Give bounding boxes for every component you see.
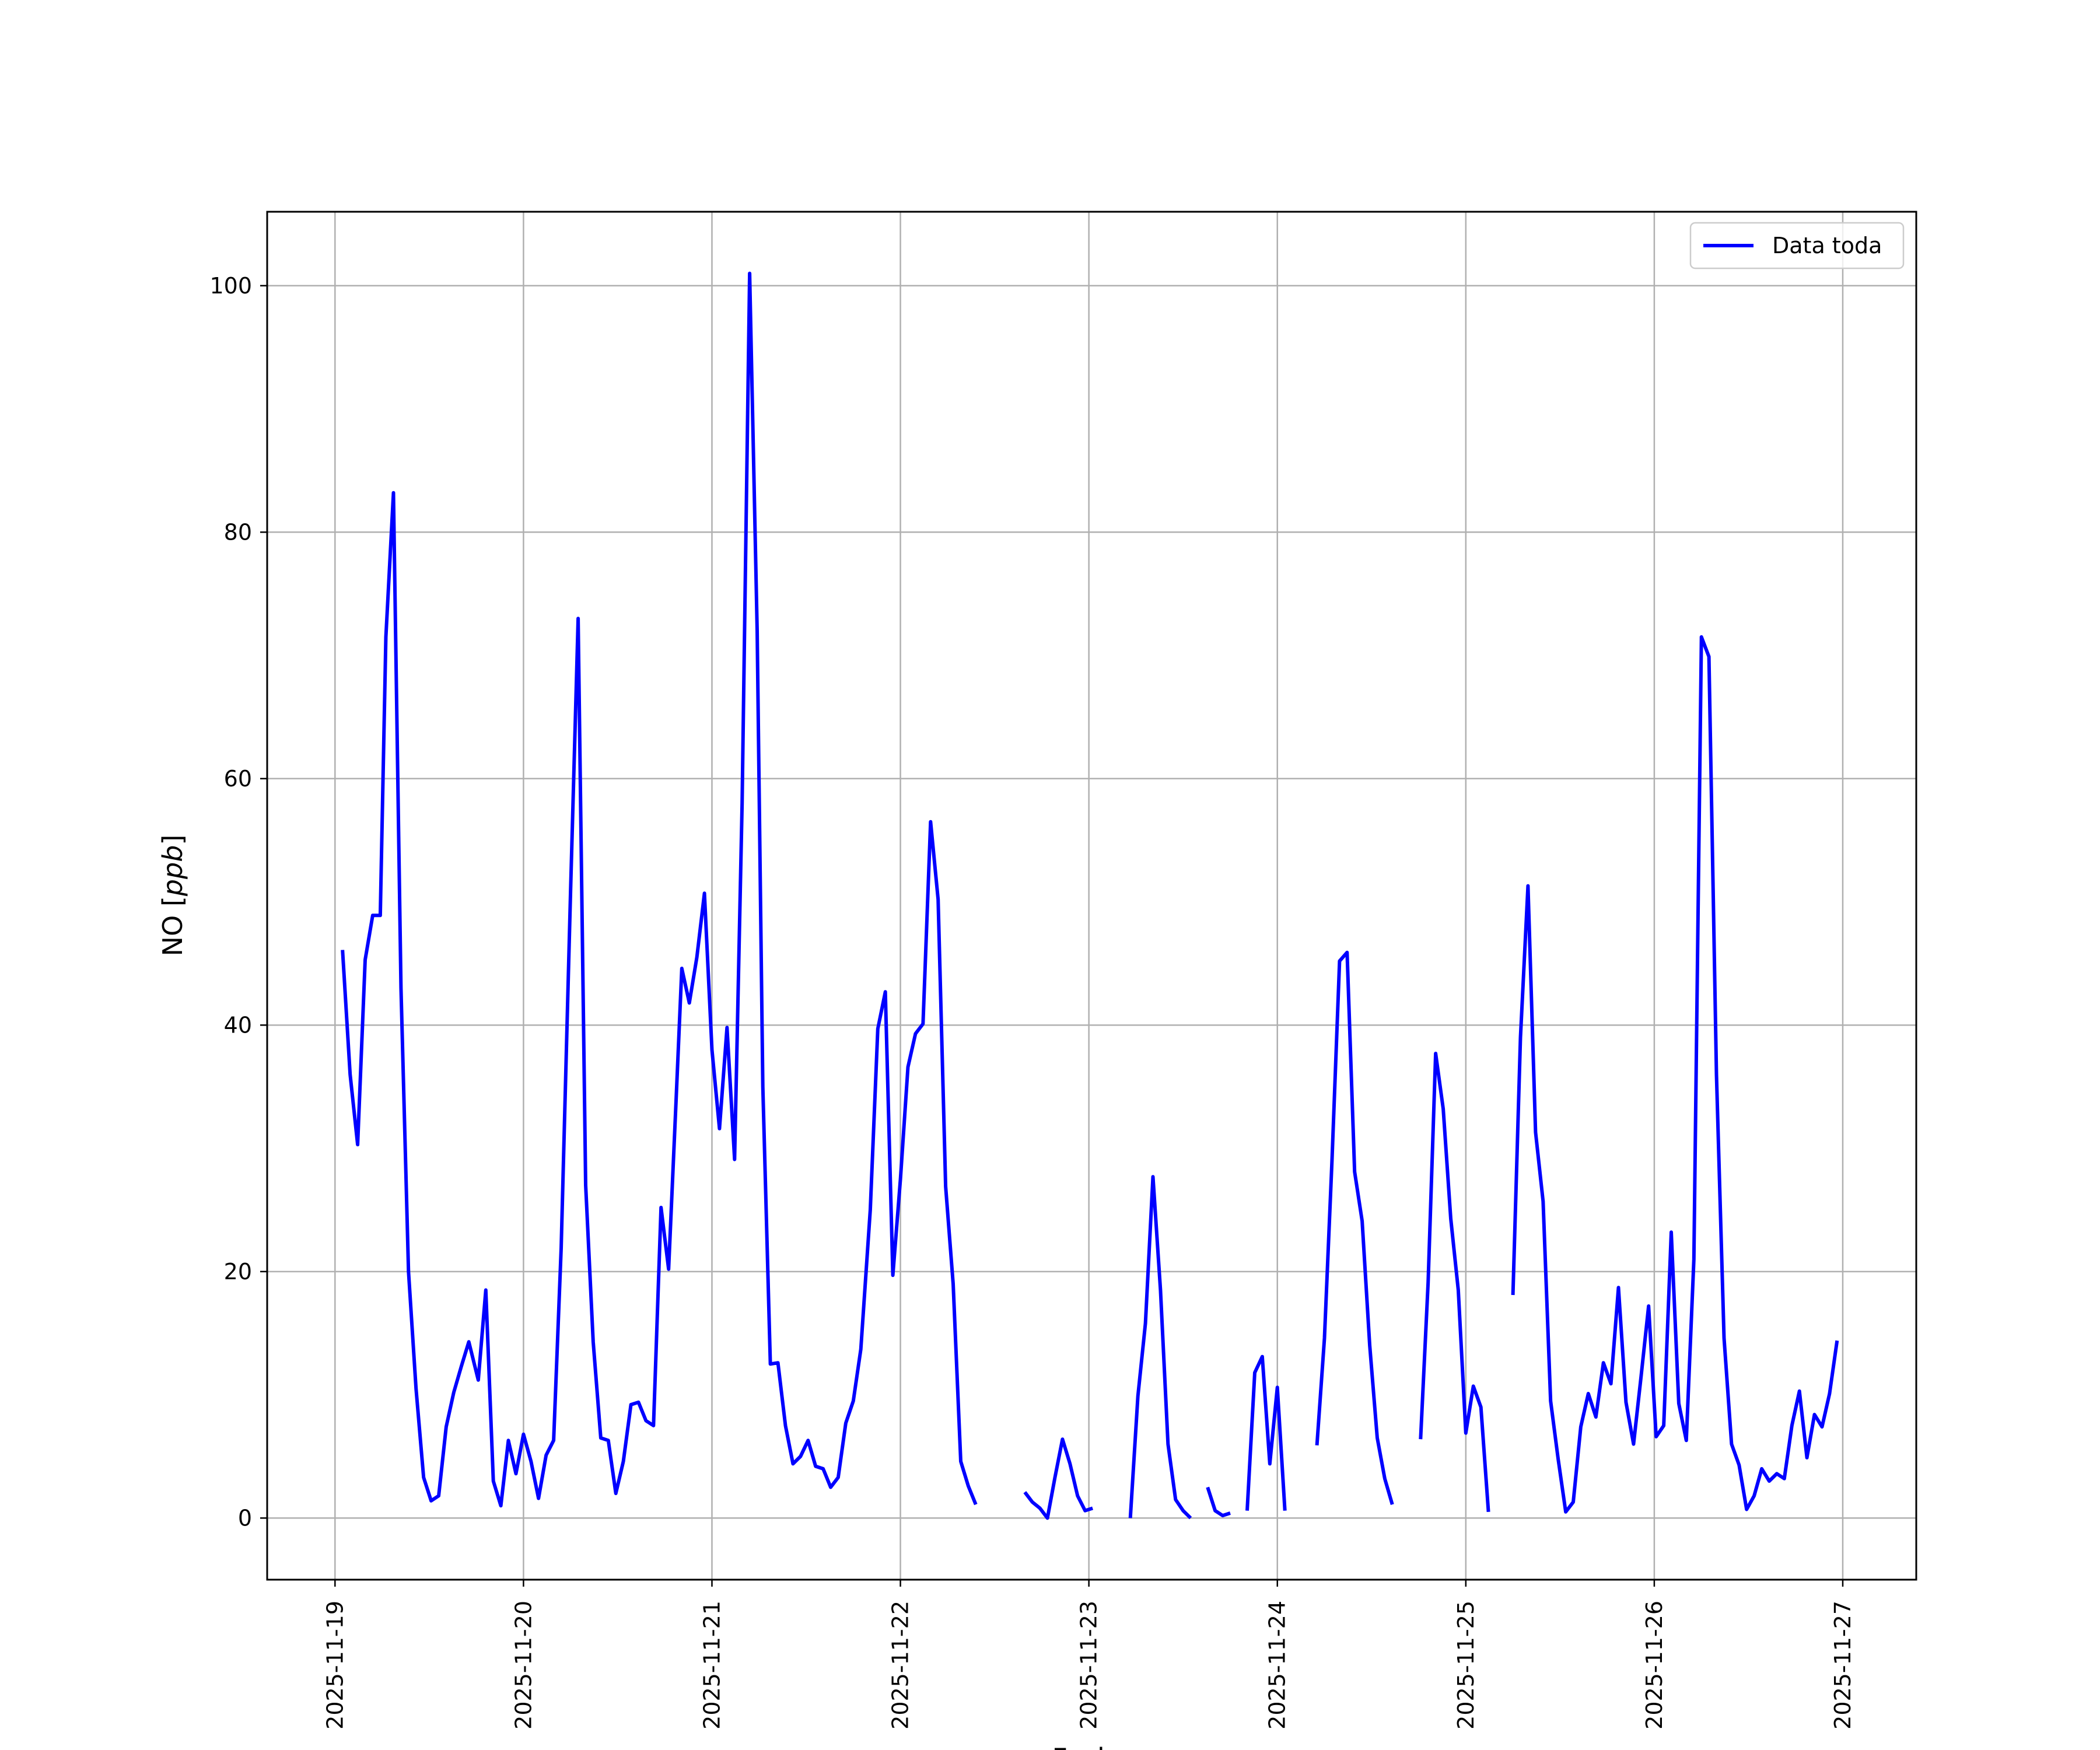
legend-box — [1689, 222, 1905, 270]
x-tick-label: 2025-11-19 — [322, 1601, 348, 1730]
series-line-segment — [1023, 1437, 1094, 1520]
x-tick-label: 2025-11-25 — [1453, 1601, 1479, 1730]
series-line-segment — [1245, 1354, 1287, 1511]
x-tick-label: 2025-11-21 — [699, 1601, 724, 1730]
series-layer — [341, 271, 1839, 1520]
y-axis-title-unit: ppb — [157, 845, 188, 897]
x-axis-title: Fecha — [1052, 1742, 1131, 1750]
axis-ticks: 0 20 40 60 80 100 2025-11-19 2025-11-20 2025-11-… — [209, 273, 1856, 1730]
y-tick-label: 0 — [238, 1505, 252, 1531]
y-axis-title-name: NO [ — [157, 896, 188, 956]
y-tick-label: 60 — [224, 766, 252, 792]
legend-label: Data toda — [1772, 233, 1882, 258]
series-line-segment — [1128, 1175, 1192, 1520]
grid — [267, 212, 1916, 1580]
x-tick-label: 2025-11-23 — [1076, 1601, 1102, 1730]
y-tick-label: 80 — [224, 519, 252, 545]
series-line-segment — [1206, 1486, 1231, 1518]
series-line-segment — [341, 271, 978, 1508]
x-tick-label: 2025-11-27 — [1830, 1601, 1856, 1730]
y-axis-title: NO [ppb] — [157, 835, 188, 957]
y-tick-label: 20 — [224, 1259, 252, 1284]
x-tick-label: 2025-11-20 — [510, 1601, 536, 1730]
legend: Data toda — [1689, 222, 1905, 270]
y-tick-label: 40 — [224, 1012, 252, 1038]
x-tick-label: 2025-11-22 — [888, 1601, 914, 1730]
y-tick-label: 100 — [209, 273, 252, 299]
series-line-segment — [1315, 950, 1394, 1505]
plot-area-frame — [266, 211, 1917, 1581]
x-tick-label: 2025-11-24 — [1265, 1601, 1290, 1730]
y-axis-title-close: ] — [157, 835, 188, 845]
x-tick-label: 2025-11-26 — [1642, 1601, 1667, 1730]
series-line-segment — [1511, 635, 1839, 1514]
series-line-segment — [1419, 1051, 1490, 1513]
